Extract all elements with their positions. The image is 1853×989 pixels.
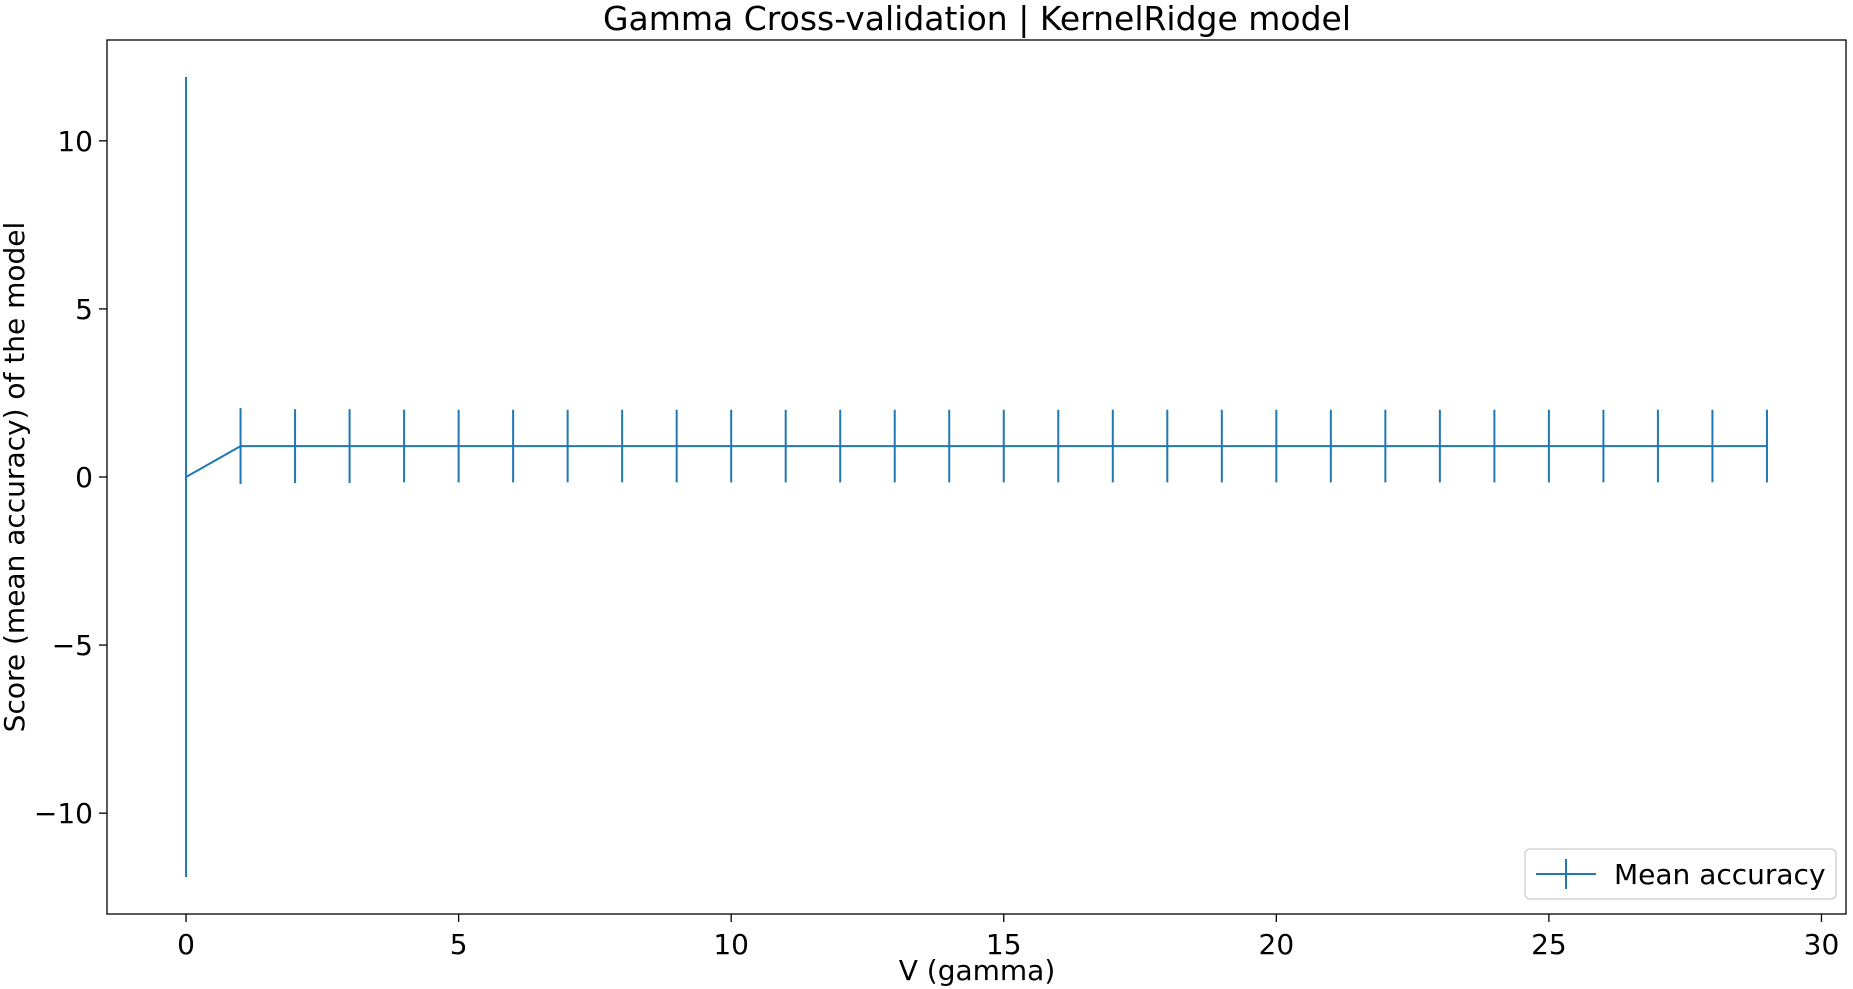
y-axis: −10 −5 0 5 10: [34, 125, 107, 830]
x-tick-label: 10: [713, 928, 749, 961]
x-tick-label: 30: [1804, 928, 1840, 961]
series-layer: [185, 76, 1768, 878]
x-tick-label: 0: [177, 928, 195, 961]
chart-title: Gamma Cross-validation | KernelRidge mod…: [603, 0, 1351, 38]
legend-entry-label: Mean accuracy: [1614, 858, 1826, 891]
x-axis-label: V (gamma): [899, 954, 1056, 987]
x-tick-label: 20: [1259, 928, 1295, 961]
y-tick-label: −5: [52, 629, 93, 662]
y-tick-label: 5: [75, 293, 93, 326]
series-line: [185, 445, 1767, 478]
y-tick-label: 0: [75, 461, 93, 494]
y-tick-label: 10: [57, 125, 93, 158]
x-axis: 0 5 10 15 20 25 30: [177, 914, 1839, 961]
x-tick-label: 15: [986, 928, 1022, 961]
x-tick-label: 25: [1531, 928, 1567, 961]
legend-box: [1524, 848, 1837, 900]
y-axis-label: Score (mean accuracy) of the model: [0, 222, 31, 733]
y-tick-label: −10: [34, 797, 93, 830]
x-tick-label: 5: [450, 928, 468, 961]
plot-area-frame: [106, 39, 1847, 915]
legend: Mean accuracy: [1524, 848, 1837, 900]
